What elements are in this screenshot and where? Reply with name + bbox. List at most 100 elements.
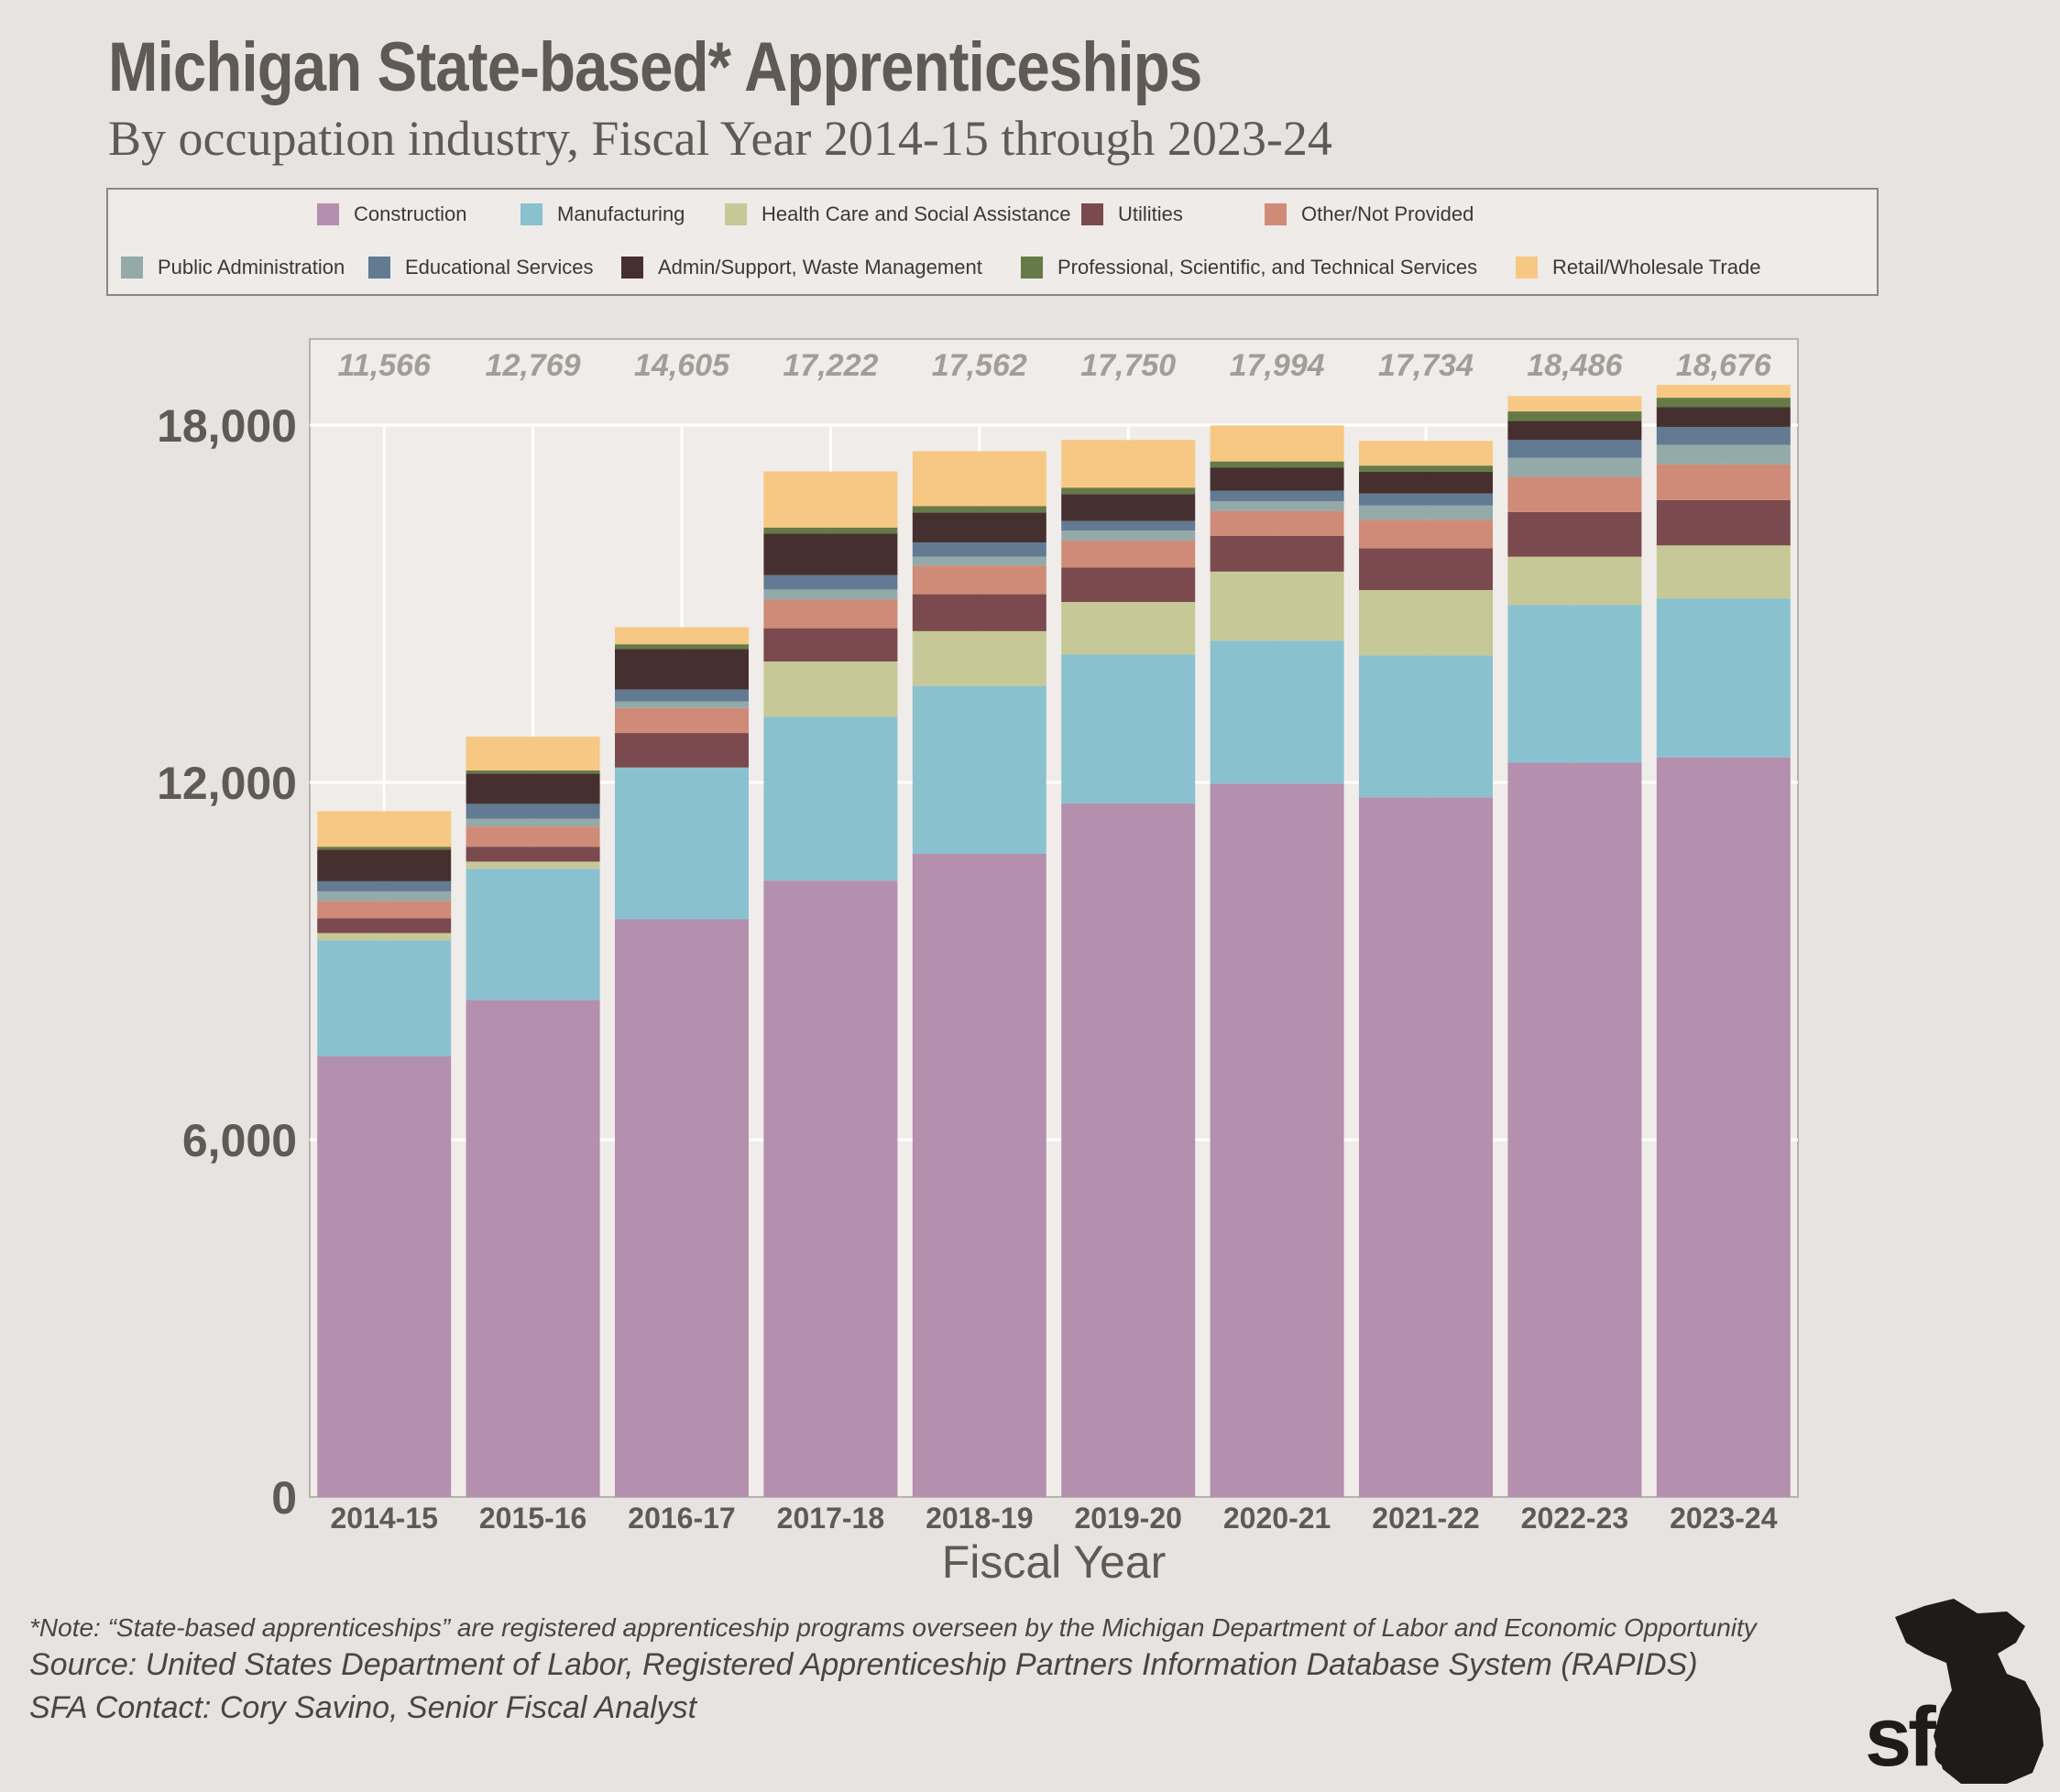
- bar-segment: [1210, 467, 1344, 491]
- legend-item: Manufacturing: [520, 202, 685, 226]
- bar-segment: [317, 933, 452, 941]
- legend-swatch: [121, 257, 143, 279]
- legend-swatch: [725, 203, 747, 225]
- bar-segment: [1656, 407, 1791, 427]
- bar-segment: [763, 716, 898, 881]
- legend-swatch: [1021, 257, 1043, 279]
- bar-segment: [466, 803, 600, 819]
- bar-segment: [1656, 426, 1791, 445]
- legend-item: Professional, Scientific, and Technical …: [1021, 256, 1477, 279]
- bar-segment: [763, 880, 898, 1497]
- total-label: 17,750: [1080, 348, 1176, 383]
- x-tick-label: 2018-19: [926, 1502, 1033, 1535]
- bar-segment: [1061, 520, 1196, 531]
- bar-segment: [1359, 548, 1493, 591]
- bar-segment: [1061, 487, 1196, 495]
- bar-segment: [1359, 471, 1493, 494]
- bar-segment: [1061, 567, 1196, 603]
- bar-segment: [317, 918, 452, 934]
- bar-segment: [615, 649, 749, 690]
- bar-segment: [466, 1000, 600, 1497]
- bar-segment: [912, 542, 1046, 557]
- bar-segment: [1507, 421, 1642, 441]
- bar-segment: [1210, 640, 1344, 784]
- bar-segment: [466, 861, 600, 869]
- total-label: 17,734: [1378, 348, 1474, 383]
- legend: Construction Manufacturing Health Care and…: [106, 188, 1879, 296]
- bar-segment: [1359, 655, 1493, 798]
- bar-segment: [1061, 803, 1196, 1497]
- legend-item: Health Care and Social Assistance: [725, 202, 1071, 226]
- y-tick-label: 6,000: [182, 1115, 297, 1166]
- bar-segment: [1507, 762, 1642, 1497]
- bar-segment: [1061, 541, 1196, 568]
- legend-label: Construction: [354, 202, 467, 225]
- x-tick-label: 2022-23: [1521, 1502, 1628, 1535]
- x-axis-title: Fiscal Year: [942, 1536, 1167, 1588]
- x-tick-label: 2017-18: [777, 1502, 884, 1535]
- legend-label: Admin/Support, Waste Management: [658, 256, 982, 279]
- bar-segment: [1210, 425, 1344, 462]
- bar-segment: [763, 471, 898, 528]
- bar-segment: [1061, 494, 1196, 521]
- legend-label: Utilities: [1118, 202, 1183, 225]
- total-label: 11,566: [337, 348, 432, 383]
- y-tick-label: 0: [271, 1472, 297, 1524]
- bar-segment: [1359, 441, 1493, 466]
- legend-label: Retail/Wholesale Trade: [1552, 256, 1761, 279]
- y-tick-label: 12,000: [157, 758, 297, 809]
- total-label: 17,562: [932, 348, 1027, 383]
- bar-segment: [615, 767, 749, 920]
- legend-swatch: [520, 203, 542, 225]
- total-label: 18,486: [1527, 348, 1623, 383]
- bar-segment: [615, 707, 749, 734]
- bar-segment: [763, 527, 898, 534]
- x-tick-label: 2023-24: [1670, 1502, 1778, 1535]
- bar-segment: [1210, 461, 1344, 468]
- bar-segment: [912, 556, 1046, 566]
- bar-segment: [1359, 505, 1493, 520]
- x-tick-label: 2014-15: [330, 1502, 437, 1535]
- legend-label: Professional, Scientific, and Technical …: [1057, 256, 1478, 279]
- legend-swatch: [1516, 257, 1538, 279]
- bar-segment: [1061, 654, 1196, 803]
- legend-label: Educational Services: [405, 256, 594, 279]
- bar-segment: [466, 826, 600, 847]
- bar-segment: [615, 701, 749, 708]
- bar-segment: [912, 685, 1046, 854]
- bar-segment: [1656, 398, 1791, 408]
- bar-segment: [615, 627, 749, 645]
- total-label: 12,769: [486, 348, 581, 383]
- bar-segment: [1507, 556, 1642, 606]
- bar-segment: [1507, 411, 1642, 421]
- bar-segment: [1507, 457, 1642, 477]
- bar-segment: [1210, 490, 1344, 502]
- bar-segment: [1359, 519, 1493, 549]
- bar-segment: [1359, 797, 1493, 1497]
- bar-segment: [912, 451, 1046, 507]
- bar-segment: [466, 770, 600, 774]
- bar-segment: [763, 599, 898, 628]
- total-label: 14,605: [634, 348, 730, 383]
- bar-segment: [912, 506, 1046, 513]
- bar-segment: [317, 849, 452, 881]
- legend-swatch: [368, 257, 390, 279]
- legend-label: Other/Not Provided: [1301, 202, 1474, 225]
- notes: *Note: “State-based apprenticeships” are…: [29, 1614, 1862, 1726]
- bar-segment: [317, 811, 452, 847]
- bar-segment: [1656, 464, 1791, 500]
- bar-segment: [615, 689, 749, 702]
- bar-segment: [1656, 385, 1791, 399]
- bar-segment: [615, 919, 749, 1497]
- bar-segment: [1656, 757, 1791, 1497]
- bar-segment: [615, 644, 749, 650]
- bar-segment: [763, 574, 898, 590]
- bar-segment: [912, 594, 1046, 631]
- bar-segment: [763, 533, 898, 575]
- legend-item: Educational Services: [368, 256, 593, 279]
- legend-item: Other/Not Provided: [1265, 202, 1474, 226]
- sfa-logo-text: sfa: [1865, 1690, 1979, 1784]
- bar-segment: [615, 733, 749, 768]
- michigan-map-icon: [1895, 1599, 2044, 1784]
- bar-segment: [1507, 605, 1642, 763]
